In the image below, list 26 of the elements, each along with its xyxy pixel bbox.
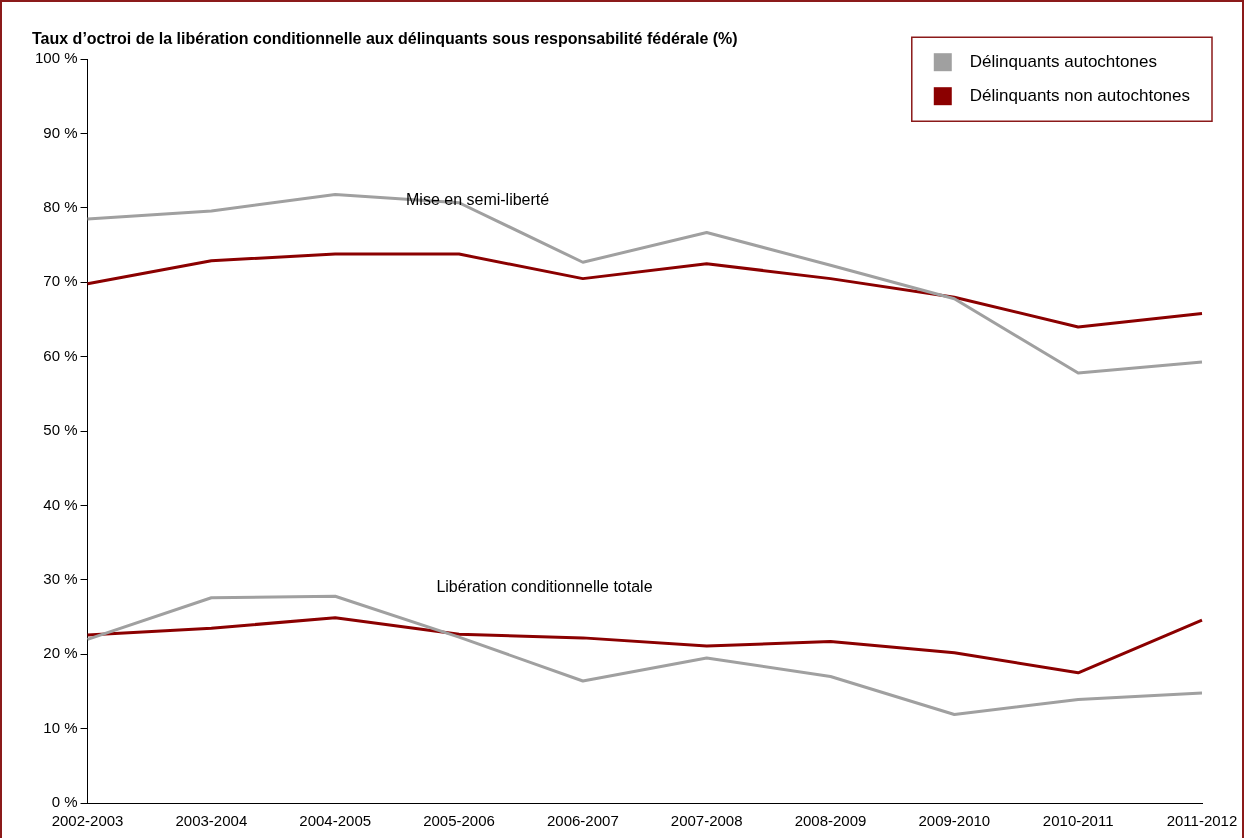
y-tick-label: 0 %: [51, 793, 78, 811]
x-tick-label: 2005-2006: [423, 812, 495, 830]
x-tick-label: 2002-2003: [51, 812, 124, 830]
annotation: Mise en semi-liberté: [406, 190, 550, 208]
y-tick-label: 40 %: [43, 495, 78, 513]
x-tick-label: 2007-2008: [670, 812, 743, 830]
legend-label: Délinquants non autochtones: [969, 85, 1191, 105]
x-tick-label: 2008-2009: [794, 812, 867, 830]
x-tick-label: 2009-2010: [918, 812, 991, 830]
y-tick-label: 90 %: [43, 123, 78, 141]
y-tick-label: 80 %: [43, 198, 78, 216]
x-tick-label: 2006-2007: [546, 812, 619, 830]
x-tick-label: 2003-2004: [175, 812, 248, 830]
y-tick-label: 10 %: [43, 718, 78, 736]
annotation: Libération conditionnelle totale: [436, 577, 653, 595]
y-tick-label: 50 %: [43, 421, 78, 439]
y-tick-label: 30 %: [43, 570, 78, 587]
y-tick-label: 100 %: [34, 49, 78, 67]
y-tick-label: 60 %: [43, 346, 78, 364]
y-tick-label: 70 %: [43, 272, 78, 290]
legend-label: Délinquants autochtones: [969, 51, 1157, 71]
y-tick-label: 20 %: [43, 644, 78, 662]
x-tick-label: 2010-2011: [1042, 812, 1114, 830]
x-tick-label: 2011-2012: [1166, 812, 1238, 830]
x-tick-label: 2004-2005: [299, 812, 372, 830]
chart-title: Taux d’octroi de la libération conditionnelle aux délinquants sous responsabilité fédérale (%): [32, 30, 738, 48]
